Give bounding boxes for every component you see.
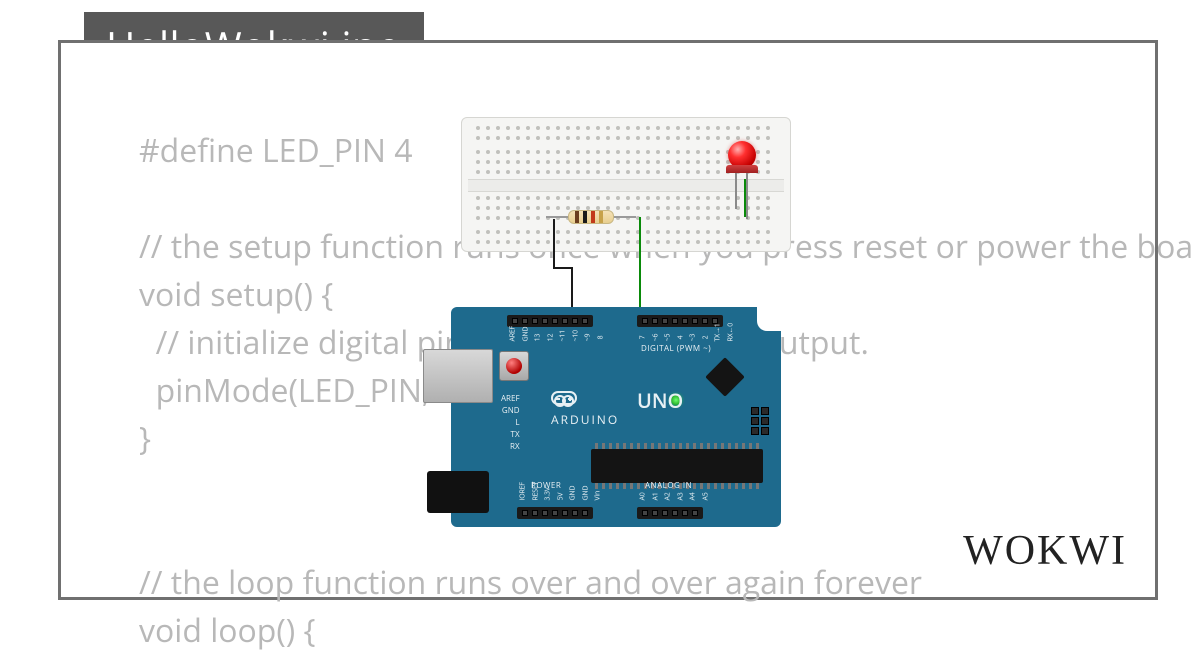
code-editor[interactable]: #define LED_PIN 4 // the setup function …: [139, 127, 1193, 655]
editor-card: #define LED_PIN 4 // the setup function …: [58, 40, 1158, 600]
wokwi-logo[interactable]: WOKWI: [963, 527, 1127, 575]
